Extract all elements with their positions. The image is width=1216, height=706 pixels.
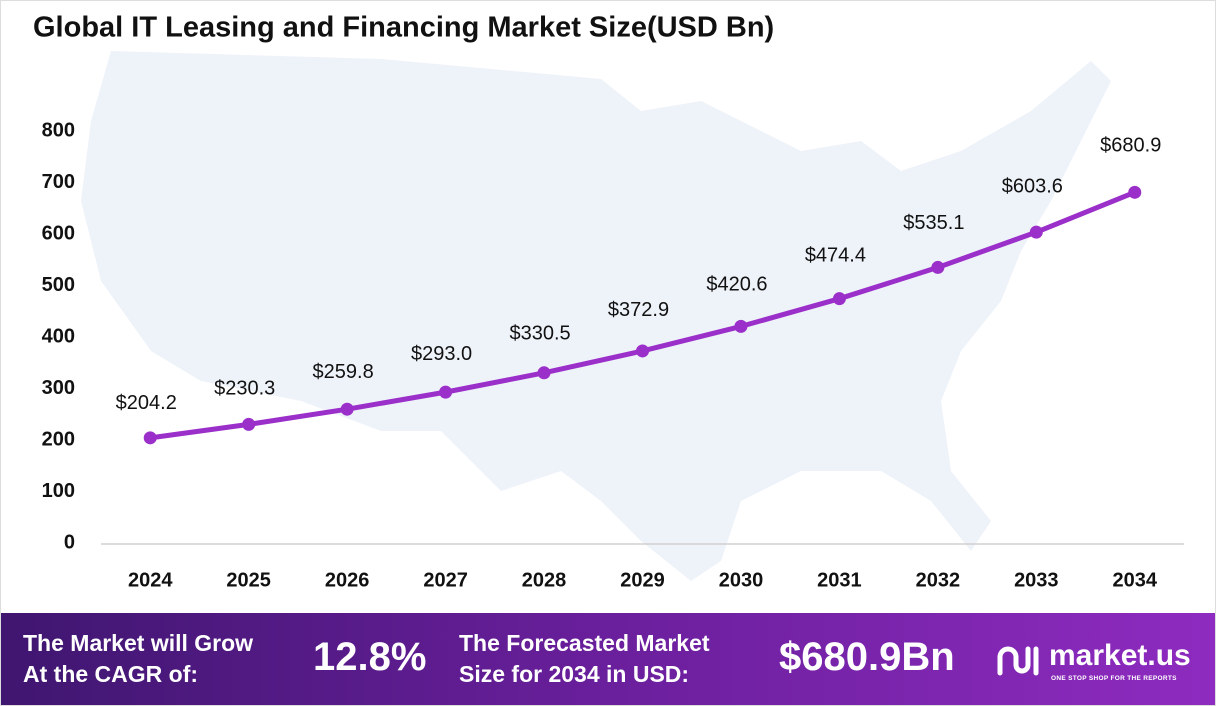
point [1029, 225, 1043, 239]
y-tick-label: 400 [42, 325, 75, 347]
point [242, 417, 256, 431]
logo-text: market.us [1049, 639, 1191, 672]
value-label: $372.9 [608, 299, 669, 321]
x-tick-label: 2028 [522, 569, 567, 591]
value-label: $230.3 [214, 377, 275, 399]
forecast-label: The Forecasted Market Size for 2034 in U… [459, 628, 710, 690]
point [340, 402, 354, 416]
x-tick-label: 2031 [817, 569, 862, 591]
x-tick-label: 2034 [1113, 569, 1158, 591]
x-tick-label: 2027 [423, 569, 468, 591]
value-label: $204.2 [116, 392, 177, 414]
value-label: $535.1 [903, 212, 964, 234]
chart-title: Global IT Leasing and Financing Market S… [33, 12, 774, 44]
cagr-label-line: At the CAGR of: [23, 661, 199, 687]
point [636, 344, 649, 358]
footer: The Market will Grow At the CAGR of: 12.… [1, 613, 1215, 705]
value-label: $420.6 [706, 273, 767, 295]
x-tick-label: 2033 [1014, 569, 1059, 591]
value-label: $680.9 [1100, 135, 1161, 157]
chart: Global IT Leasing and Financing Market S… [33, 12, 1184, 591]
y-tick-label: 300 [42, 377, 75, 399]
point [439, 385, 453, 399]
point [931, 260, 945, 274]
value-label: $330.5 [509, 322, 570, 344]
cagr-label: The Market will Grow At the CAGR of: [23, 628, 253, 690]
logo-tagline: ONE STOP SHOP FOR THE REPORTS [1051, 675, 1177, 682]
x-tick-label: 2026 [325, 569, 370, 591]
map-background [81, 51, 1111, 581]
x-tick-label: 2032 [916, 569, 961, 591]
logo-icon [997, 646, 1039, 676]
forecast-value: $680.9Bn [779, 635, 955, 679]
x-tick-label: 2029 [620, 569, 665, 591]
y-tick-label: 700 [42, 171, 75, 193]
point [734, 319, 748, 333]
cagr-label-line: The Market will Grow [23, 630, 254, 656]
y-tick-label: 600 [42, 222, 75, 244]
point [537, 366, 551, 380]
point [1128, 185, 1142, 199]
y-tick-label: 100 [42, 480, 75, 502]
value-label: $293.0 [411, 343, 472, 365]
y-tick-label: 800 [42, 119, 75, 141]
y-tick-label: 200 [42, 428, 75, 450]
x-tick-label: 2030 [719, 569, 764, 591]
cagr-value: 12.8% [313, 635, 427, 679]
forecast-label-line: Size for 2034 in USD: [459, 661, 690, 687]
value-label: $603.6 [1002, 176, 1063, 198]
value-label: $474.4 [805, 245, 866, 267]
forecast-label-line: The Forecasted Market [459, 630, 710, 656]
x-tick-label: 2025 [226, 569, 271, 591]
y-tick-label: 0 [64, 531, 75, 553]
point [143, 431, 157, 445]
x-tick-label: 2024 [128, 569, 173, 591]
value-label: $259.8 [313, 361, 374, 383]
point [832, 292, 846, 306]
y-tick-label: 500 [42, 274, 75, 296]
